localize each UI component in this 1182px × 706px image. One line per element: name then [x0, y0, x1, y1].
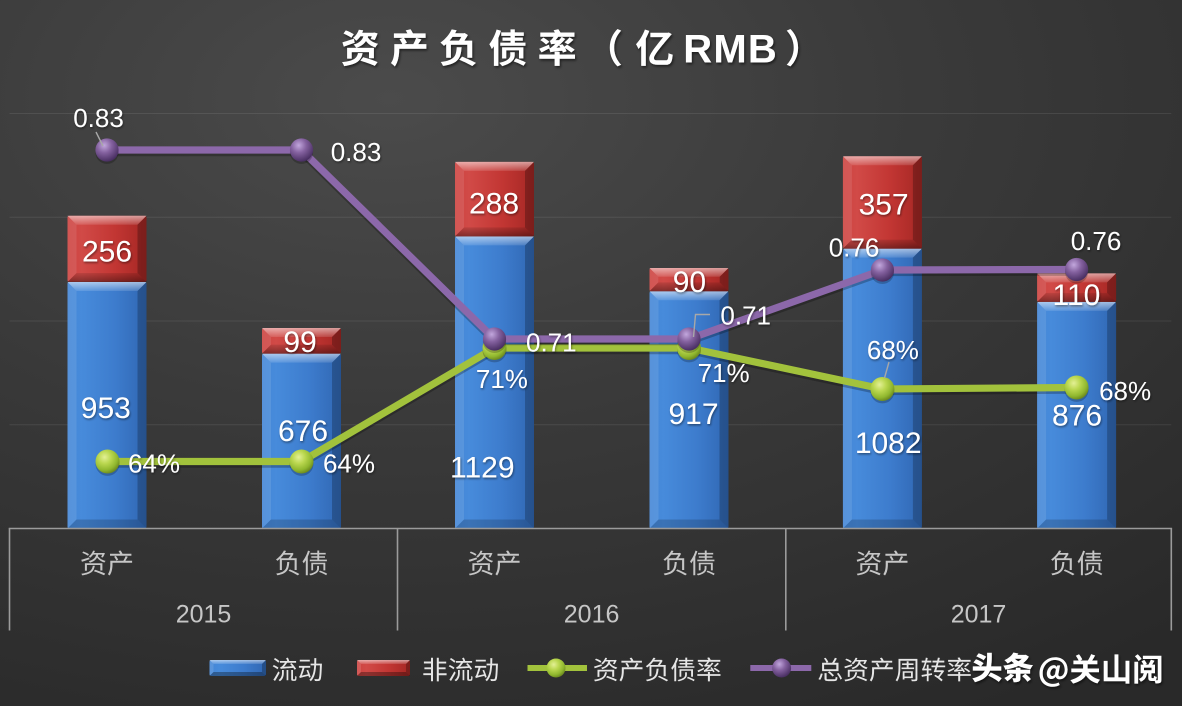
svg-text:0.76: 0.76: [829, 233, 880, 263]
svg-text:676: 676: [278, 415, 328, 448]
svg-text:68%: 68%: [1099, 376, 1151, 406]
svg-text:2016: 2016: [564, 600, 620, 628]
svg-text:288: 288: [469, 188, 519, 221]
svg-text:99: 99: [283, 326, 316, 359]
svg-text:64%: 64%: [128, 449, 180, 479]
svg-text:68%: 68%: [867, 335, 919, 365]
svg-text:1082: 1082: [855, 427, 922, 460]
svg-text:0.83: 0.83: [73, 103, 124, 133]
svg-text:0.71: 0.71: [720, 300, 771, 330]
svg-text:256: 256: [82, 236, 132, 269]
svg-text:917: 917: [668, 398, 718, 431]
svg-text:RMB: RMB: [683, 28, 778, 72]
svg-text:0.76: 0.76: [1071, 226, 1122, 256]
svg-text:64%: 64%: [323, 448, 375, 478]
svg-text:953: 953: [81, 392, 131, 425]
svg-text:71%: 71%: [698, 358, 750, 388]
svg-text:0.71: 0.71: [526, 328, 577, 358]
svg-text:110: 110: [1052, 279, 1100, 312]
svg-text:90: 90: [673, 266, 706, 299]
svg-text:71%: 71%: [476, 364, 528, 394]
svg-text:2015: 2015: [176, 600, 232, 628]
svg-text:2017: 2017: [951, 600, 1007, 628]
svg-text:357: 357: [859, 188, 909, 221]
svg-text:876: 876: [1052, 400, 1102, 433]
svg-text:0.83: 0.83: [331, 137, 382, 167]
svg-text:1129: 1129: [450, 451, 515, 484]
